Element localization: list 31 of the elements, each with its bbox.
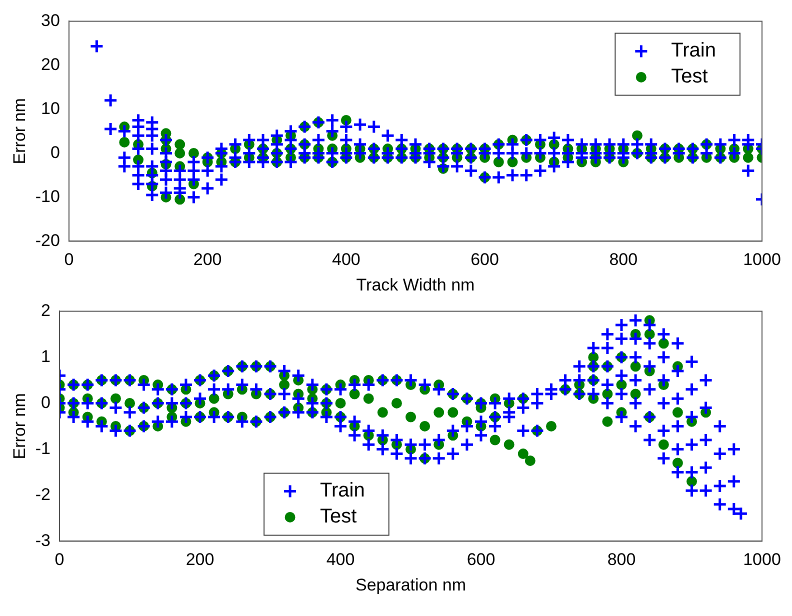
y-tick-label: -10 <box>35 186 60 206</box>
y-tick-label: 0 <box>50 142 60 162</box>
y-axis-title: Error nm <box>10 98 29 164</box>
x-axis-title: Separation nm <box>355 575 466 594</box>
x-tick-label: 400 <box>332 250 360 270</box>
x-tick-label: 1000 <box>743 250 781 270</box>
x-tick-label: 800 <box>609 250 638 270</box>
y-tick-label: 20 <box>41 54 60 74</box>
y-tick-label: 2 <box>41 300 51 320</box>
x-tick-label: 400 <box>326 550 355 570</box>
legend-label: Test <box>320 506 358 528</box>
y-tick-label: -1 <box>35 438 51 458</box>
legend-label: Test <box>671 66 708 88</box>
y-tick-label: -20 <box>35 230 60 250</box>
y-tick-label: -2 <box>35 484 51 504</box>
y-tick-label: -3 <box>35 530 51 550</box>
legend-label: Train <box>671 40 716 62</box>
legend-label: Train <box>320 480 365 502</box>
y-tick-label: 30 <box>41 10 60 30</box>
x-tick-label: 600 <box>470 250 499 270</box>
x-tick-label: 200 <box>193 250 222 270</box>
y-axis-title: Error nm <box>10 393 29 460</box>
x-axis-title: Track Width nm <box>356 275 475 294</box>
y-tick-label: 1 <box>41 346 51 366</box>
x-tick-label: 200 <box>186 550 214 570</box>
x-tick-label: 1000 <box>743 550 781 570</box>
y-tick-label: 0 <box>41 392 51 412</box>
x-tick-label: 0 <box>64 250 74 270</box>
x-tick-label: 600 <box>466 550 496 570</box>
y-tick-label: 10 <box>41 98 60 118</box>
x-tick-label: 800 <box>607 550 636 570</box>
